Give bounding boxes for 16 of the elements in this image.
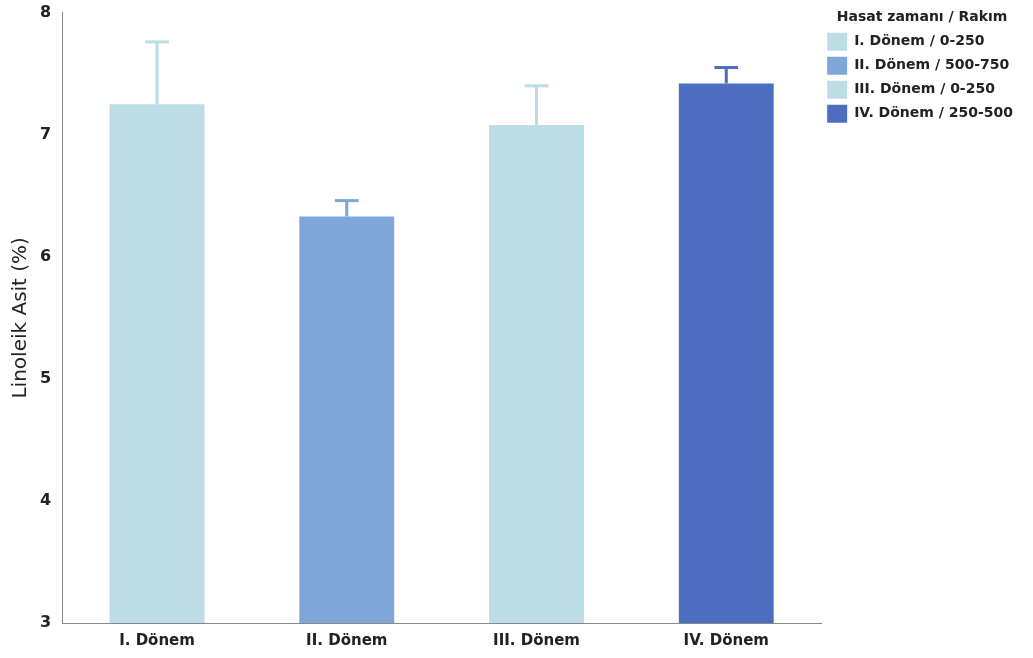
y-tick-label: 5: [39, 368, 52, 387]
legend-label: II. Dönem / 500-750: [854, 56, 1010, 73]
x-tick-label: I. Dönem: [119, 630, 195, 649]
legend-label: IV. Dönem / 250-500: [854, 104, 1014, 121]
x-tick-label: IV. Dönem: [683, 630, 769, 649]
legend-label: I. Dönem / 0-250: [854, 32, 985, 49]
x-tick-label: III. Dönem: [493, 630, 580, 649]
y-tick-label: 7: [39, 123, 52, 143]
y-tick-label: 3: [39, 612, 52, 632]
legend-label: III. Dönem / 0-250: [854, 80, 996, 97]
x-tick-label: II. Dönem: [306, 630, 388, 649]
y-tick-label: 4: [39, 490, 52, 510]
y-tick-label: 8: [39, 1, 52, 21]
y-tick-label: 6: [39, 245, 52, 265]
y-axis-title: Linoleik Asit (%): [7, 237, 32, 399]
legend-title: Hasat zamanı / Rakım: [836, 7, 1008, 24]
